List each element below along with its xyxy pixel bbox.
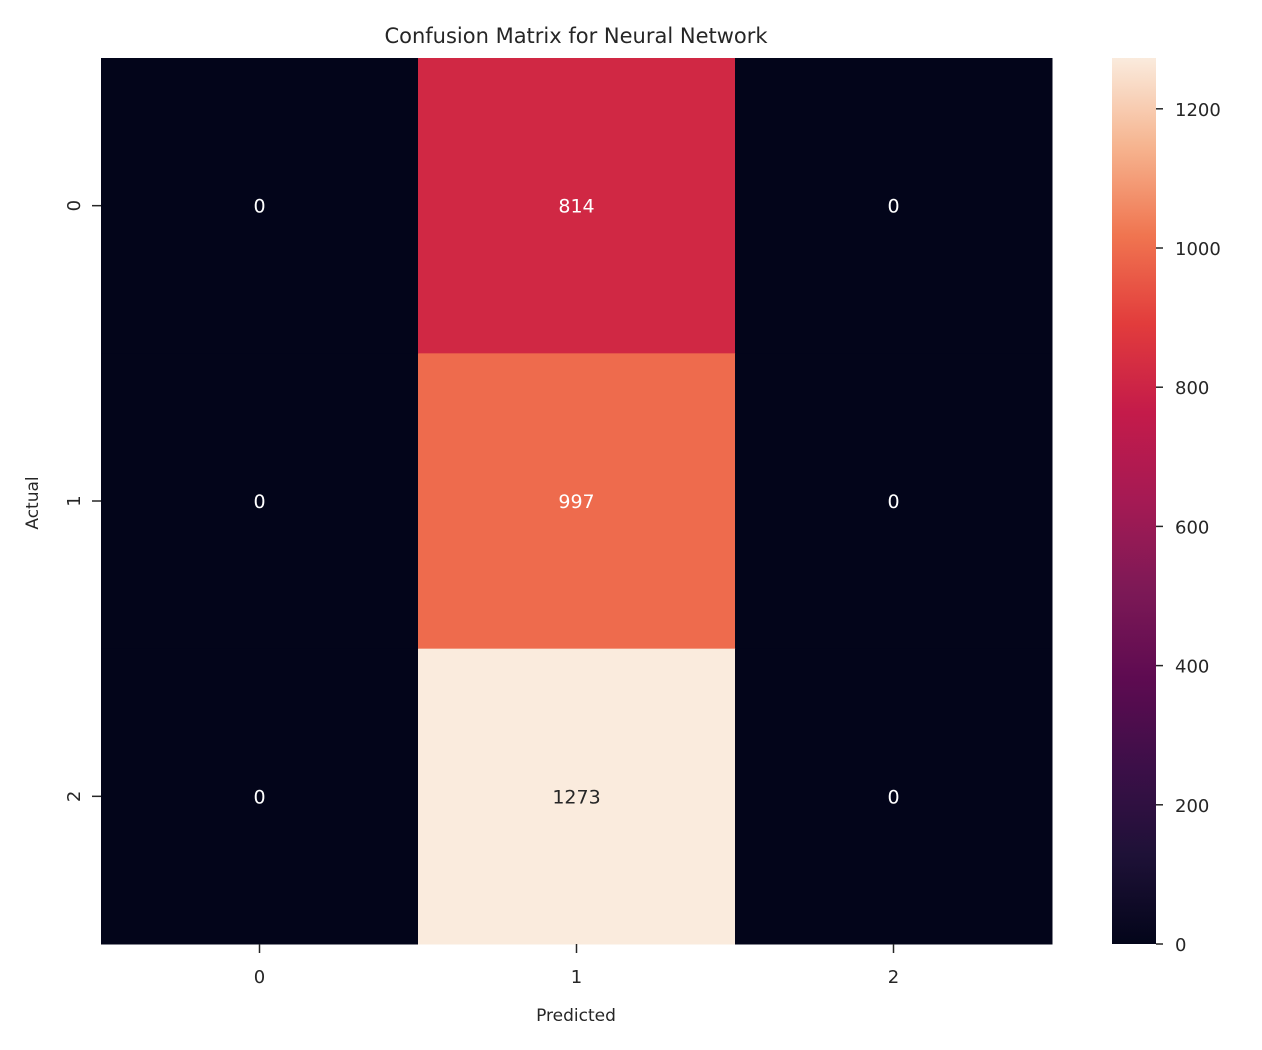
cell-value-1-2: 0 [887,491,899,513]
heatmap-cell-2-2 [735,648,1053,945]
heatmap-cell-1-0 [101,353,419,650]
colorbar-tick-label-1: 200 [1175,796,1209,817]
heatmap-cell-0-2 [735,58,1053,354]
colorbar-tick-label-3: 600 [1175,517,1209,538]
y-tick-label-0: 0 [64,200,85,211]
y-axis: 0 1 2 [64,200,101,802]
x-tick-label-1: 1 [571,967,582,988]
cell-value-0-1: 814 [558,196,594,218]
cell-value-2-0: 0 [253,786,265,808]
colorbar-tick-label-0: 0 [1175,935,1186,956]
colorbar-ticks: 0 200 400 600 800 1000 1200 [1156,100,1221,956]
colorbar-tick-label-6: 1200 [1175,100,1221,121]
cell-value-0-2: 0 [887,196,899,218]
x-axis-label: Predicted [536,1006,616,1026]
x-tick-label-2: 2 [888,967,899,988]
colorbar: 0 200 400 600 800 1000 1200 [1112,58,1221,956]
heatmap-cell-0-0 [101,58,419,354]
chart-title: Confusion Matrix for Neural Network [384,24,768,48]
heatmap-cell-2-1 [418,648,736,945]
x-axis: 0 1 2 [254,944,899,988]
cell-value-2-2: 0 [887,786,899,808]
cell-labels: 0 814 0 0 997 0 0 1273 0 [253,196,899,809]
y-tick-label-2: 2 [64,791,85,802]
colorbar-gradient [1112,58,1156,944]
heatmap-cell-1-1 [418,353,736,650]
colorbar-tick-label-2: 400 [1175,657,1209,678]
heatmap-cell-1-2 [735,353,1053,650]
x-tick-label-0: 0 [254,967,265,988]
colorbar-tick-label-5: 1000 [1175,239,1221,260]
heatmap-cell-0-1 [418,58,736,354]
cell-value-2-1: 1273 [552,786,600,808]
heatmap-cell-2-0 [101,648,419,945]
colorbar-tick-label-4: 800 [1175,378,1209,399]
cell-value-0-0: 0 [253,196,265,218]
cell-value-1-0: 0 [253,491,265,513]
cell-value-1-1: 997 [558,491,594,513]
y-tick-label-1: 1 [64,495,85,506]
y-axis-label: Actual [23,476,43,529]
heatmap-cells [101,58,1053,945]
